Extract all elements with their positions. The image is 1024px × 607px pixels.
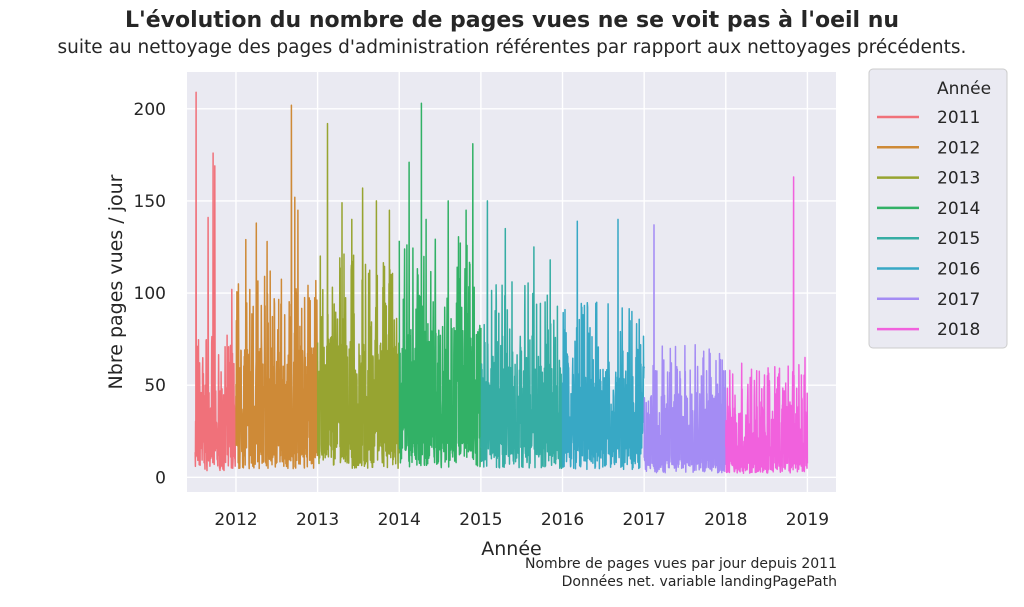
legend-label-2017: 2017 (937, 290, 980, 310)
legend: Année 2011 2012 2013 2014 2015 2016 2017 2018 (869, 69, 1007, 348)
legend-label-2013: 2013 (937, 169, 980, 189)
legend-label-2014: 2014 (937, 199, 980, 219)
y-tick-label: 150 (134, 192, 166, 212)
line-chart: 0 50 100 150 200 2012 2013 2014 2015 2016 2017 2018… (0, 0, 1024, 607)
footnote-1: Nombre de pages vues par jour depuis 201… (525, 556, 837, 572)
x-tick-label: 2014 (378, 510, 421, 530)
x-tick-label: 2015 (459, 510, 502, 530)
legend-label-2016: 2016 (937, 260, 980, 280)
x-tick-label: 2017 (623, 510, 666, 530)
y-tick-label: 200 (134, 100, 166, 120)
legend-label-2015: 2015 (937, 229, 980, 249)
legend-label-2011: 2011 (937, 108, 980, 128)
legend-label-2018: 2018 (937, 320, 980, 340)
x-tick-label: 2016 (541, 510, 584, 530)
x-tick-label: 2013 (296, 510, 339, 530)
legend-label-2012: 2012 (937, 138, 980, 158)
legend-title: Année (937, 79, 991, 99)
y-tick-label: 0 (155, 468, 166, 488)
y-axis-label: Nbre pages vues / jour (105, 174, 127, 389)
y-tick-label: 50 (144, 376, 166, 396)
x-tick-label: 2019 (786, 510, 829, 530)
footnote-2: Données net. variable landingPagePath (562, 574, 837, 590)
x-tick-label: 2018 (704, 510, 747, 530)
x-tick-label: 2012 (214, 510, 257, 530)
y-tick-label: 100 (134, 284, 166, 304)
